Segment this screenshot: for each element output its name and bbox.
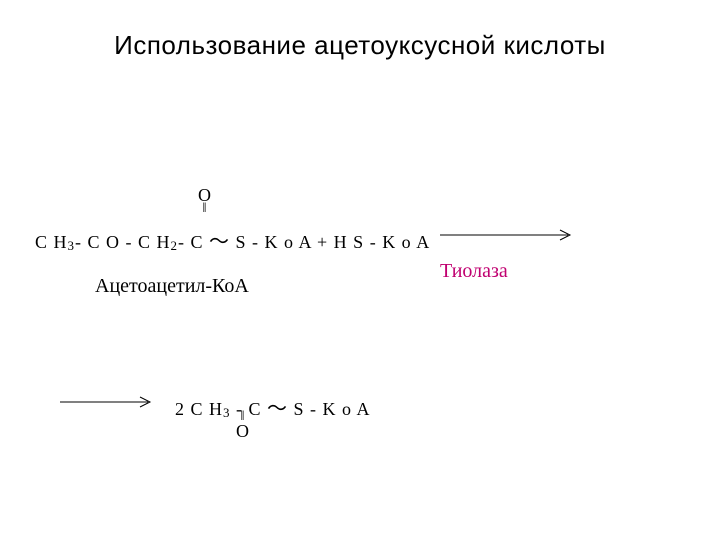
reaction-arrow-2 bbox=[60, 392, 160, 417]
subscript: 3 bbox=[223, 405, 231, 420]
formula-text: C H bbox=[35, 232, 68, 252]
formula-text: 2 C H bbox=[175, 399, 223, 419]
formula-text: - C bbox=[178, 232, 204, 252]
formula-text: - C O - C H bbox=[75, 232, 171, 252]
formula-text: S - K o A bbox=[294, 399, 371, 419]
carbonyl-top: O ǁ bbox=[198, 186, 212, 216]
subscript: 3 bbox=[68, 238, 76, 253]
reactant-formula: C H3- C O - C H2- C 〜 S - K o A + H S - … bbox=[35, 225, 430, 254]
carbonyl-bottom: ǁ O bbox=[236, 410, 250, 440]
thioester-bond: 〜 bbox=[267, 398, 288, 420]
slide: Использование ацетоуксусной кислоты O ǁ … bbox=[0, 0, 720, 540]
reaction-arrow-1 bbox=[440, 225, 580, 250]
product-formula: 2 C H3 - C 〜 S - K o A bbox=[175, 392, 371, 421]
label-acetoacetyl-coa: Ацетоацетил-КоА bbox=[95, 275, 249, 298]
label-thiolase-enzyme: Тиолаза bbox=[440, 260, 508, 283]
oxygen-atom: O bbox=[236, 421, 250, 441]
page-title: Использование ацетоуксусной кислоты bbox=[0, 30, 720, 61]
thioester-bond: 〜 bbox=[209, 231, 230, 253]
formula-text: S - K o A + H S - K o A bbox=[236, 232, 431, 252]
subscript: 2 bbox=[171, 238, 179, 253]
